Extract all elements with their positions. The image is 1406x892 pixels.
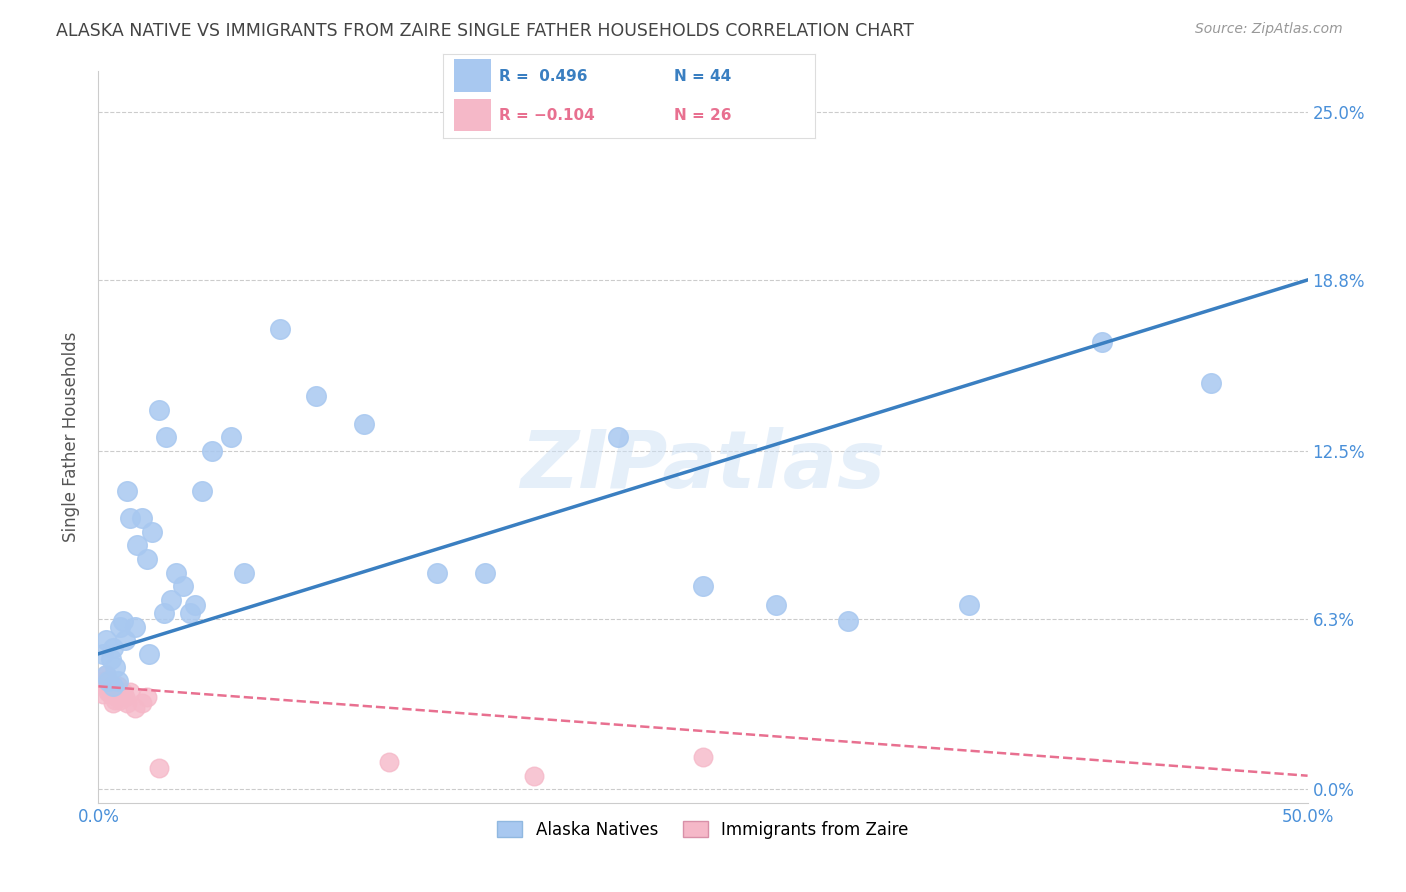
Point — [97, 684, 120, 698]
Point — [94, 668, 117, 682]
Point — [1091, 335, 1114, 350]
Point — [165, 566, 187, 580]
Text: ALASKA NATIVE VS IMMIGRANTS FROM ZAIRE SINGLE FATHER HOUSEHOLDS CORRELATION CHAR: ALASKA NATIVE VS IMMIGRANTS FROM ZAIRE S… — [56, 22, 914, 40]
Point — [377, 755, 399, 769]
Point — [100, 679, 122, 693]
Point — [155, 430, 177, 444]
Point — [111, 615, 134, 629]
Point — [94, 633, 117, 648]
Point — [474, 566, 496, 580]
Point — [97, 673, 120, 688]
Point — [607, 430, 630, 444]
Point — [91, 673, 114, 688]
Point — [353, 417, 375, 431]
Point — [91, 647, 114, 661]
Point — [124, 701, 146, 715]
Point — [124, 620, 146, 634]
Point — [101, 641, 124, 656]
Point — [765, 598, 787, 612]
Point — [107, 690, 129, 705]
Point — [114, 690, 136, 705]
Point — [135, 690, 157, 705]
FancyBboxPatch shape — [454, 99, 491, 131]
Point — [221, 430, 243, 444]
FancyBboxPatch shape — [454, 60, 491, 92]
Point — [131, 511, 153, 525]
Point — [131, 696, 153, 710]
Point — [141, 524, 163, 539]
Point — [148, 403, 170, 417]
Point — [101, 684, 124, 698]
Legend: Alaska Natives, Immigrants from Zaire: Alaska Natives, Immigrants from Zaire — [491, 814, 915, 846]
Point — [191, 484, 214, 499]
Point — [269, 322, 291, 336]
Point — [104, 660, 127, 674]
Point — [692, 749, 714, 764]
Point — [104, 681, 127, 696]
Point — [148, 761, 170, 775]
Point — [118, 684, 141, 698]
Text: ZIPatlas: ZIPatlas — [520, 427, 886, 506]
Point — [118, 511, 141, 525]
Point — [111, 684, 134, 698]
Point — [152, 606, 174, 620]
Text: R = −0.104: R = −0.104 — [499, 108, 595, 123]
Point — [523, 769, 546, 783]
Point — [138, 647, 160, 661]
Text: Source: ZipAtlas.com: Source: ZipAtlas.com — [1195, 22, 1343, 37]
Point — [100, 652, 122, 666]
Point — [305, 389, 328, 403]
Text: N = 44: N = 44 — [673, 69, 731, 84]
Point — [179, 606, 201, 620]
Point — [172, 579, 194, 593]
Point — [692, 579, 714, 593]
Text: R =  0.496: R = 0.496 — [499, 69, 588, 84]
Point — [107, 673, 129, 688]
Point — [94, 668, 117, 682]
Point — [201, 443, 224, 458]
Point — [1199, 376, 1222, 390]
Point — [127, 538, 149, 552]
Point — [94, 679, 117, 693]
Point — [426, 566, 449, 580]
Point — [101, 696, 124, 710]
Y-axis label: Single Father Households: Single Father Households — [62, 332, 80, 542]
Point — [117, 484, 139, 499]
Point — [101, 679, 124, 693]
Point — [160, 592, 183, 607]
Point — [837, 615, 859, 629]
Point — [91, 688, 114, 702]
Point — [108, 620, 131, 634]
Point — [97, 673, 120, 688]
Point — [135, 552, 157, 566]
Point — [108, 693, 131, 707]
Point — [232, 566, 254, 580]
Point — [107, 679, 129, 693]
Point — [117, 696, 139, 710]
Point — [114, 633, 136, 648]
Point — [100, 688, 122, 702]
Point — [104, 693, 127, 707]
Point — [957, 598, 980, 612]
Text: N = 26: N = 26 — [673, 108, 731, 123]
Point — [184, 598, 207, 612]
